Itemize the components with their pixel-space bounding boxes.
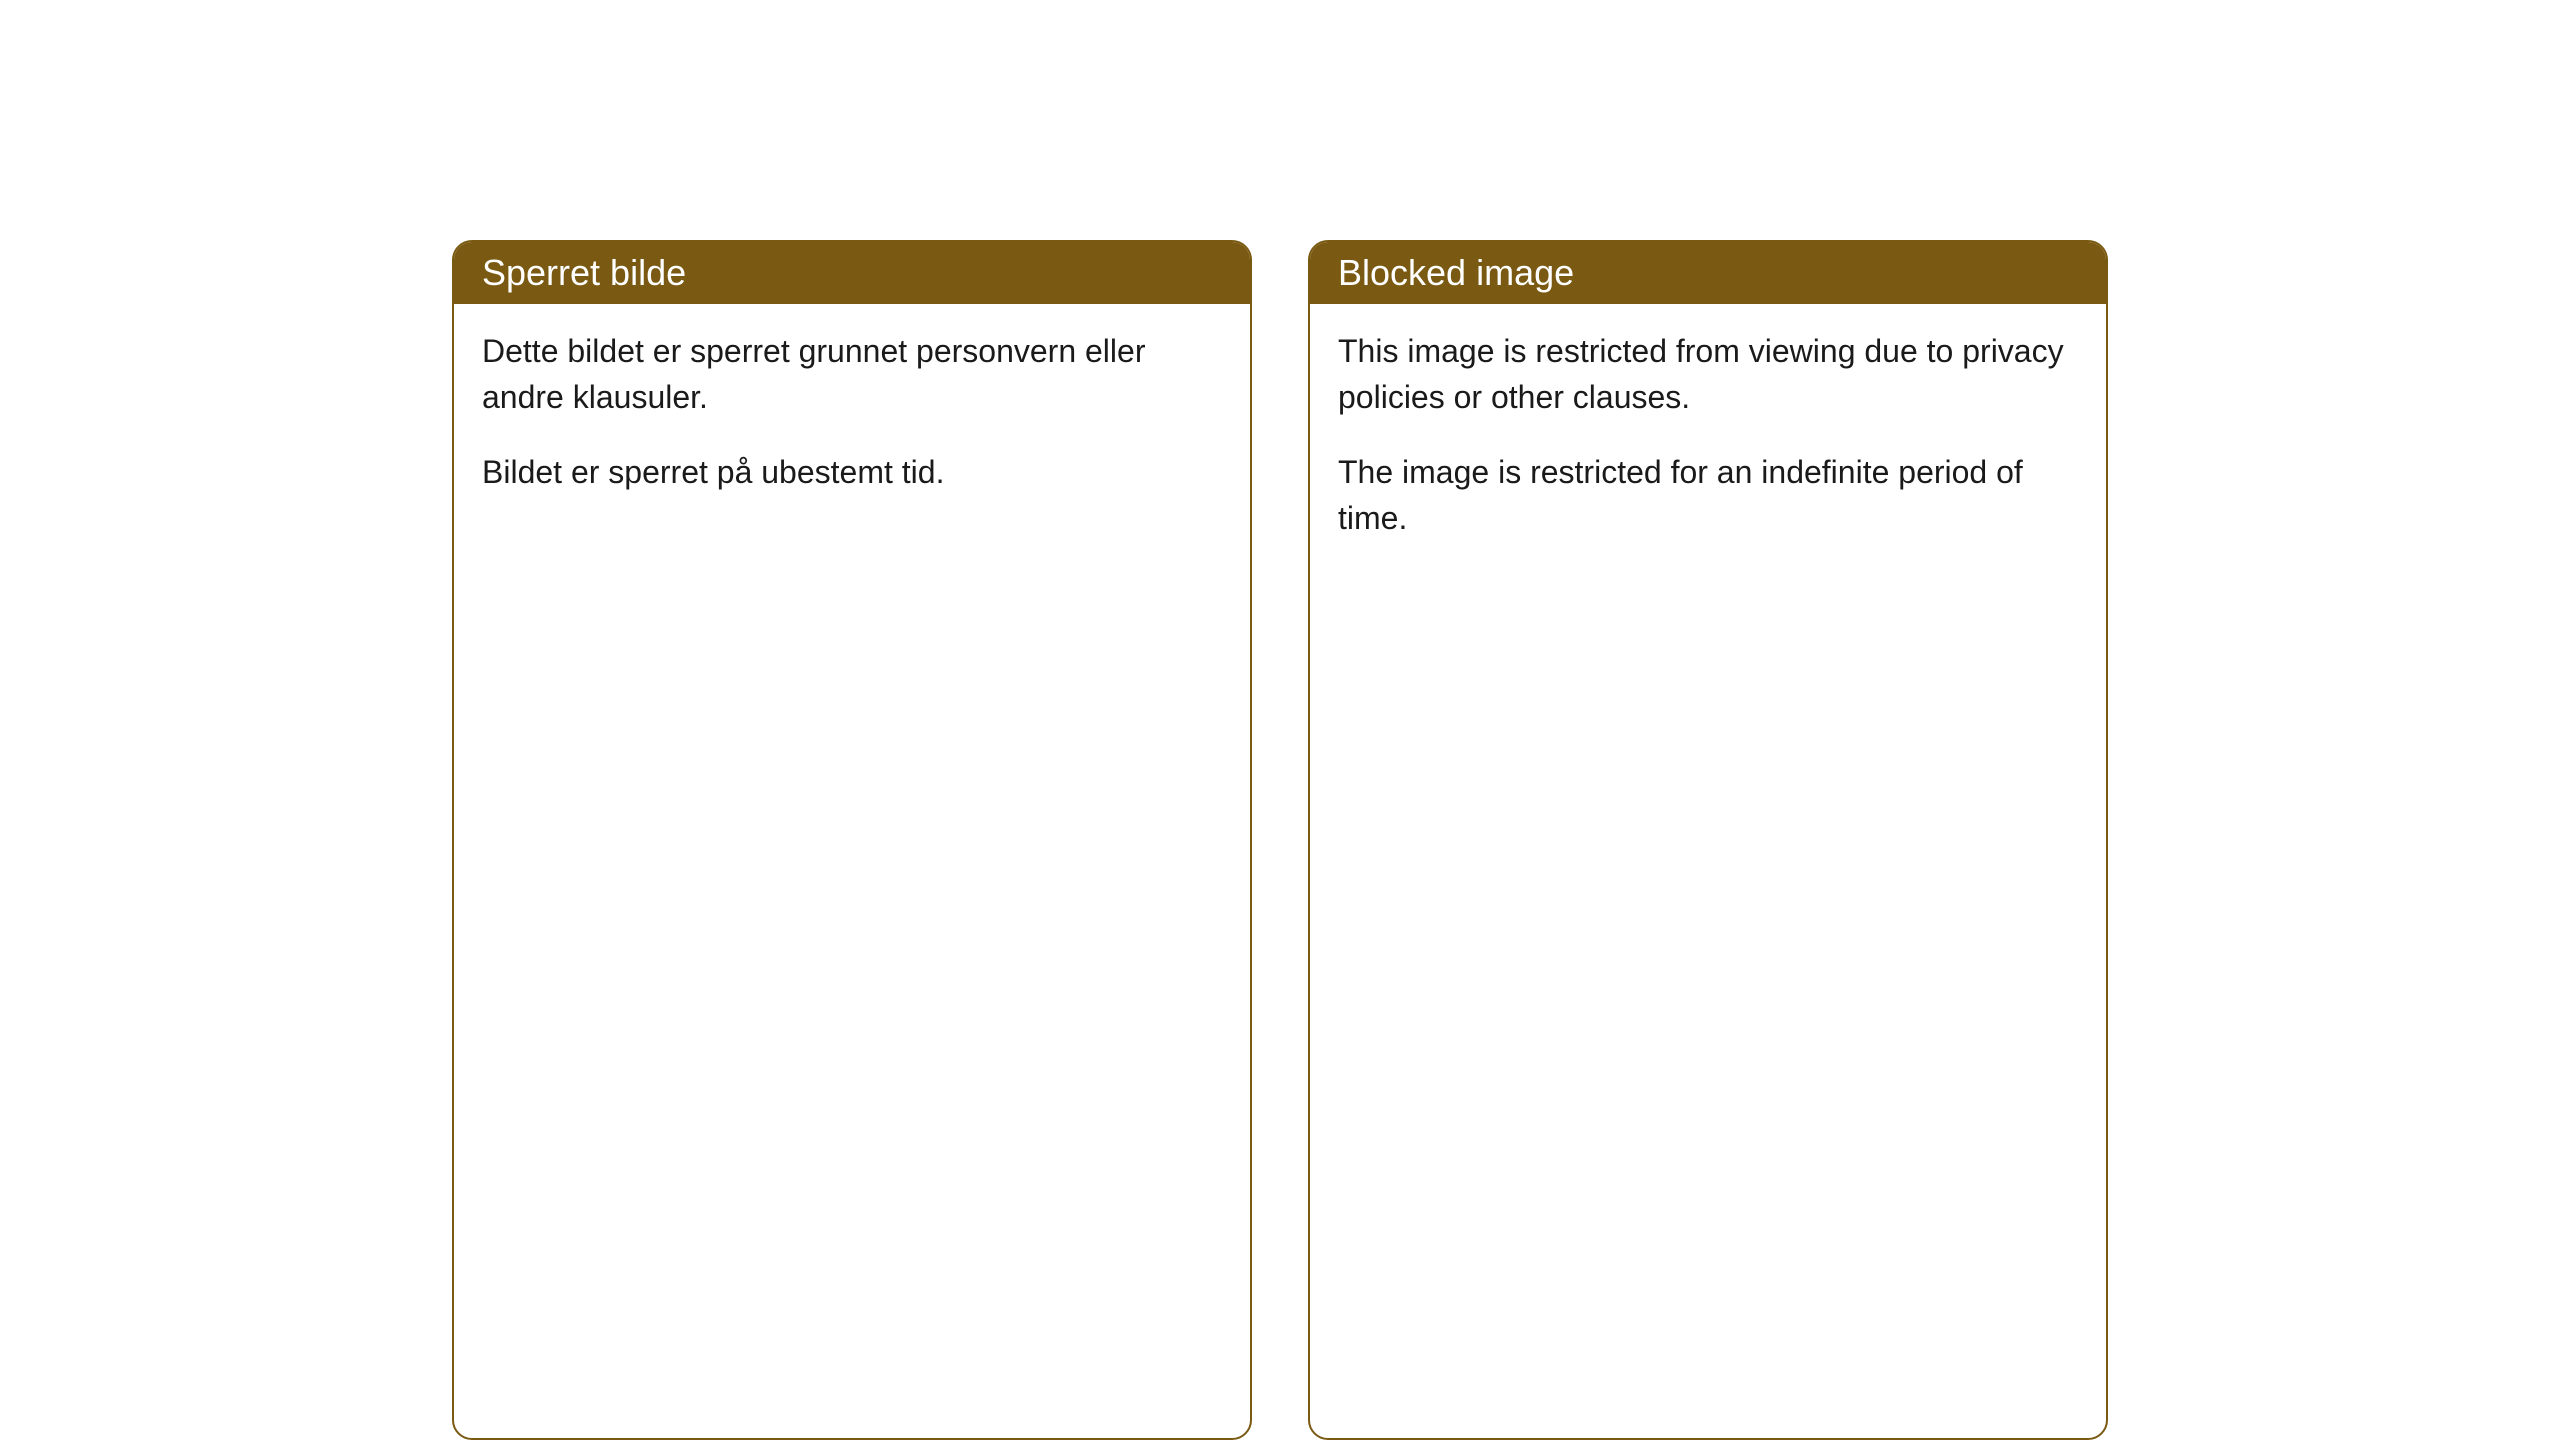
card-paragraph-2: The image is restricted for an indefinit… bbox=[1338, 449, 2078, 542]
card-body: This image is restricted from viewing du… bbox=[1310, 304, 2106, 578]
card-paragraph-1: This image is restricted from viewing du… bbox=[1338, 328, 2078, 421]
card-body: Dette bildet er sperret grunnet personve… bbox=[454, 304, 1250, 531]
notice-card-english: Blocked image This image is restricted f… bbox=[1308, 240, 2108, 1440]
card-paragraph-2: Bildet er sperret på ubestemt tid. bbox=[482, 449, 1222, 495]
cards-container: Sperret bilde Dette bildet er sperret gr… bbox=[452, 240, 2108, 1440]
notice-card-norwegian: Sperret bilde Dette bildet er sperret gr… bbox=[452, 240, 1252, 1440]
card-title: Sperret bilde bbox=[482, 252, 686, 293]
card-header: Blocked image bbox=[1310, 242, 2106, 304]
card-header: Sperret bilde bbox=[454, 242, 1250, 304]
card-title: Blocked image bbox=[1338, 252, 1574, 293]
card-paragraph-1: Dette bildet er sperret grunnet personve… bbox=[482, 328, 1222, 421]
